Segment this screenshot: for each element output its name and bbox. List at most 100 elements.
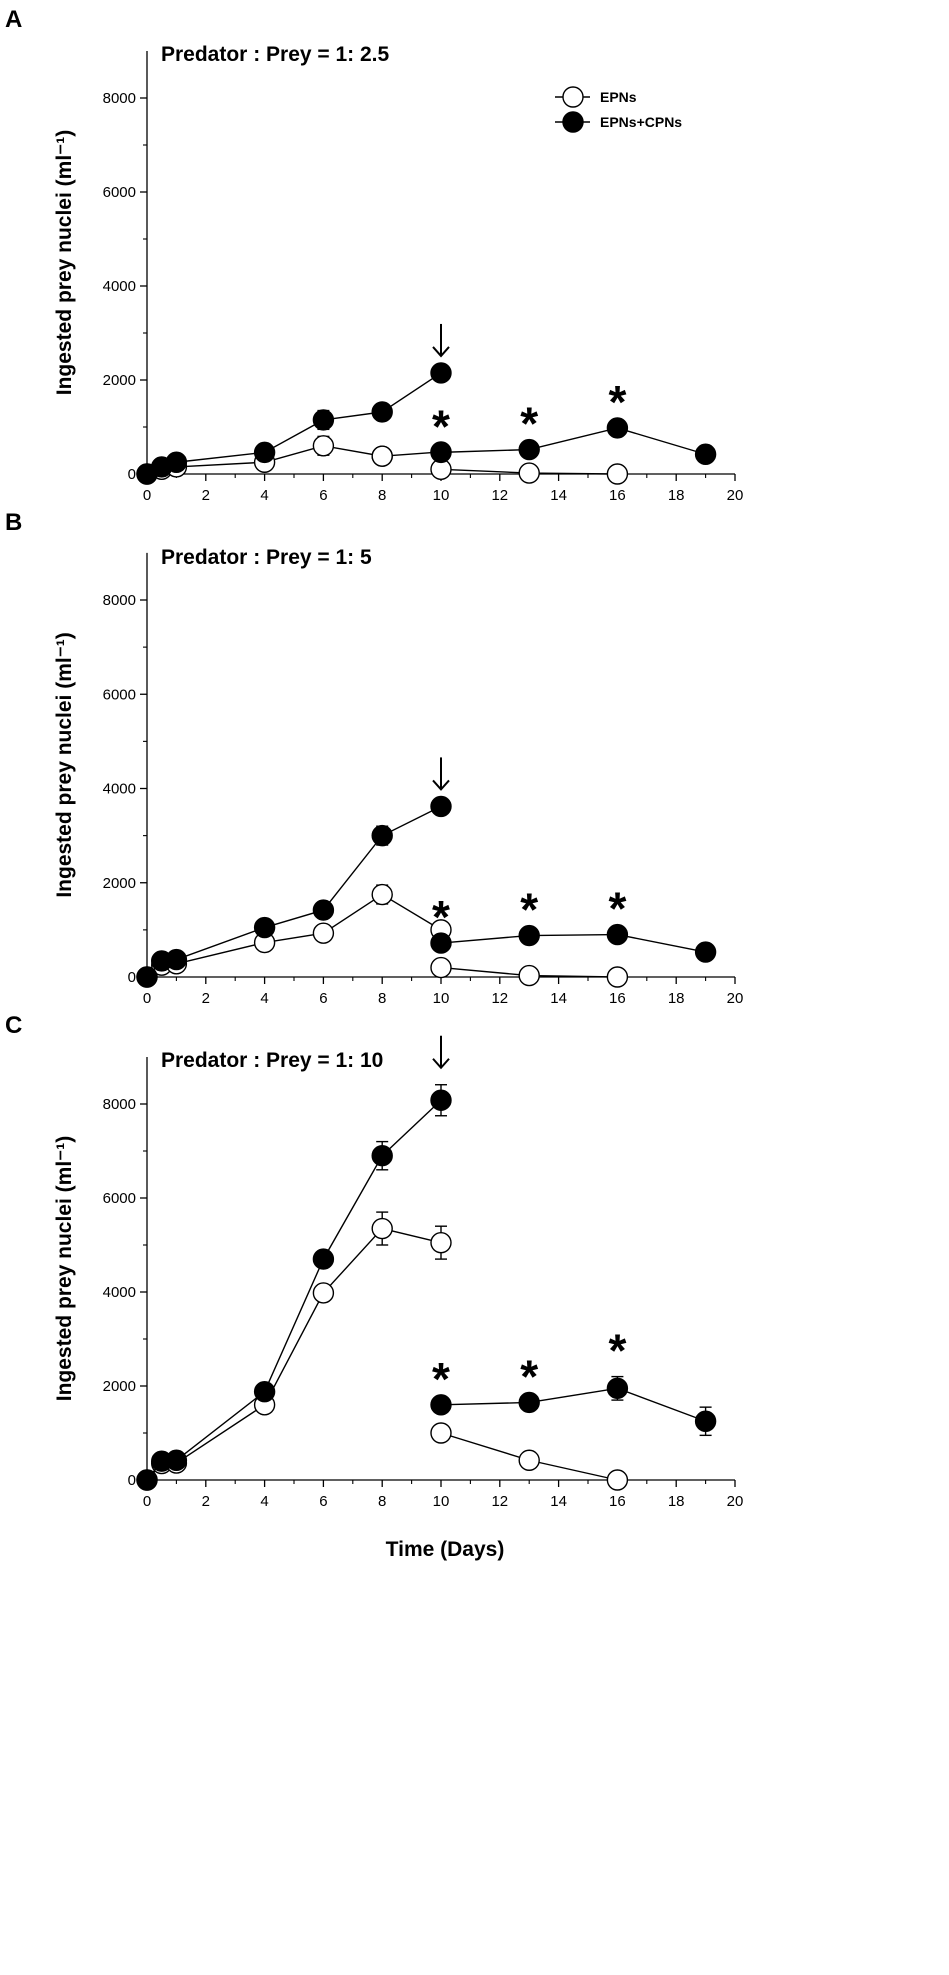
y-tick-label: 2000 [103, 372, 136, 389]
epns-marker [371, 1217, 393, 1240]
epns-marker [430, 1231, 452, 1254]
x-tick-label: 0 [143, 990, 151, 1007]
epns-cpns-marker [518, 924, 540, 947]
epns-cpns-marker [518, 1391, 540, 1414]
epns-line [146, 1227, 442, 1481]
x-tick-label: 0 [143, 1493, 151, 1510]
epns-cpns-line [146, 372, 442, 475]
epns-cpns-marker [312, 899, 335, 921]
y-tick-label: 4000 [103, 781, 136, 798]
epns-cpns-marker [136, 966, 158, 988]
epns-marker [518, 462, 540, 484]
x-tick-label: 2 [202, 487, 210, 504]
y-tick-label: 6000 [103, 686, 136, 703]
legend-marker-epns-cpns [562, 111, 584, 133]
x-tick-label: 18 [668, 990, 685, 1007]
x-tick-label: 18 [668, 1493, 685, 1510]
epns-cpns-marker [694, 443, 717, 465]
x-axis-label: Time (Days) [386, 1538, 505, 1561]
significance-asterisk: * [520, 884, 538, 936]
epns-cpns-marker [430, 441, 452, 464]
epns-cpns-line [440, 1387, 706, 1422]
y-axis-label: Ingested prey nuclei (ml⁻¹) [53, 130, 76, 395]
x-tick-label: 4 [260, 990, 268, 1007]
arrow-annotation [432, 1035, 450, 1070]
x-tick-label: 12 [491, 990, 508, 1007]
x-tick-label: 2 [202, 990, 210, 1007]
epns-cpns-marker [253, 1380, 276, 1403]
epns-cpns-marker [694, 941, 717, 963]
significance-asterisk: * [520, 1350, 538, 1402]
arrow-annotation [432, 323, 450, 358]
panel-title: Predator : Prey = 1: 5 [161, 546, 372, 569]
panel-title: Predator : Prey = 1: 10 [161, 1049, 383, 1072]
epns-cpns-line [146, 805, 442, 978]
x-tick-label: 6 [319, 487, 327, 504]
legend-entry: EPNs+CPNs [600, 114, 682, 130]
epns-cpns-marker [253, 441, 276, 464]
epns-cpns-marker [312, 1248, 335, 1270]
epns-cpns-line [440, 933, 706, 953]
epns-cpns-marker [430, 1089, 452, 1111]
x-tick-label: 8 [378, 1493, 386, 1510]
panel-letter: C [5, 1012, 22, 1039]
x-tick-label: 10 [433, 990, 450, 1007]
arrow-head [432, 1058, 450, 1070]
x-tick-label: 8 [378, 990, 386, 1007]
epns-line [146, 893, 442, 978]
epns-cpns-marker [694, 1410, 717, 1432]
epns-marker [606, 463, 629, 485]
significance-asterisk: * [432, 400, 450, 452]
panel-c: C 0 2000 4000 6000 8000 0 2 4 6 8 10 12 14 16 18 20 Preda… [5, 1012, 743, 1561]
y-axis-label: Ingested prey nuclei (ml⁻¹) [53, 1136, 76, 1401]
significance-asterisk: * [608, 376, 626, 428]
epns-cpns-marker [165, 451, 188, 473]
epns-marker [430, 956, 452, 979]
epns-marker [371, 883, 393, 906]
x-tick-label: 18 [668, 487, 685, 504]
legend-marker-epns [562, 86, 584, 108]
y-tick-label: 6000 [103, 1190, 136, 1207]
epns-cpns-marker [165, 948, 188, 971]
epns-cpns-marker [136, 1469, 158, 1491]
x-tick-label: 20 [727, 487, 744, 504]
epns-marker [430, 1422, 452, 1444]
panel-title: Predator : Prey = 1: 2.5 [161, 43, 390, 66]
epns-cpns-marker [606, 1377, 629, 1400]
significance-asterisk: * [608, 883, 626, 935]
x-tick-label: 0 [143, 487, 151, 504]
x-tick-label: 12 [491, 487, 508, 504]
x-tick-label: 16 [609, 1493, 626, 1510]
epns-cpns-marker [430, 795, 452, 818]
y-tick-label: 0 [128, 466, 136, 483]
legend-entry: EPNs [600, 89, 637, 105]
x-tick-label: 4 [260, 1493, 268, 1510]
y-tick-label: 8000 [103, 90, 136, 107]
epns-cpns-marker [312, 409, 335, 431]
epns-cpns-marker [430, 932, 452, 954]
legend: EPNs EPNs+CPNs [555, 86, 682, 133]
epns-cpns-marker [371, 401, 393, 423]
epns-marker [312, 922, 335, 944]
x-tick-label: 20 [727, 1493, 744, 1510]
y-tick-label: 2000 [103, 1378, 136, 1395]
y-tick-label: 4000 [103, 278, 136, 295]
significance-asterisk: * [432, 1353, 450, 1405]
x-tick-label: 10 [433, 1493, 450, 1510]
epns-cpns-marker [253, 916, 276, 939]
epns-cpns-marker [371, 824, 393, 847]
epns-cpns-marker [165, 1449, 188, 1471]
x-tick-label: 16 [609, 990, 626, 1007]
x-tick-label: 14 [550, 1493, 567, 1510]
epns-cpns-line [440, 427, 706, 455]
epns-cpns-marker [606, 417, 629, 439]
y-tick-label: 8000 [103, 592, 136, 609]
panel-letter: B [5, 509, 22, 536]
x-tick-label: 4 [260, 487, 268, 504]
epns-marker [518, 964, 540, 987]
epns-marker [518, 1449, 540, 1471]
x-tick-label: 14 [550, 990, 567, 1007]
y-tick-label: 8000 [103, 1096, 136, 1113]
arrow-annotation [432, 757, 450, 791]
epns-cpns-marker [430, 1394, 452, 1416]
